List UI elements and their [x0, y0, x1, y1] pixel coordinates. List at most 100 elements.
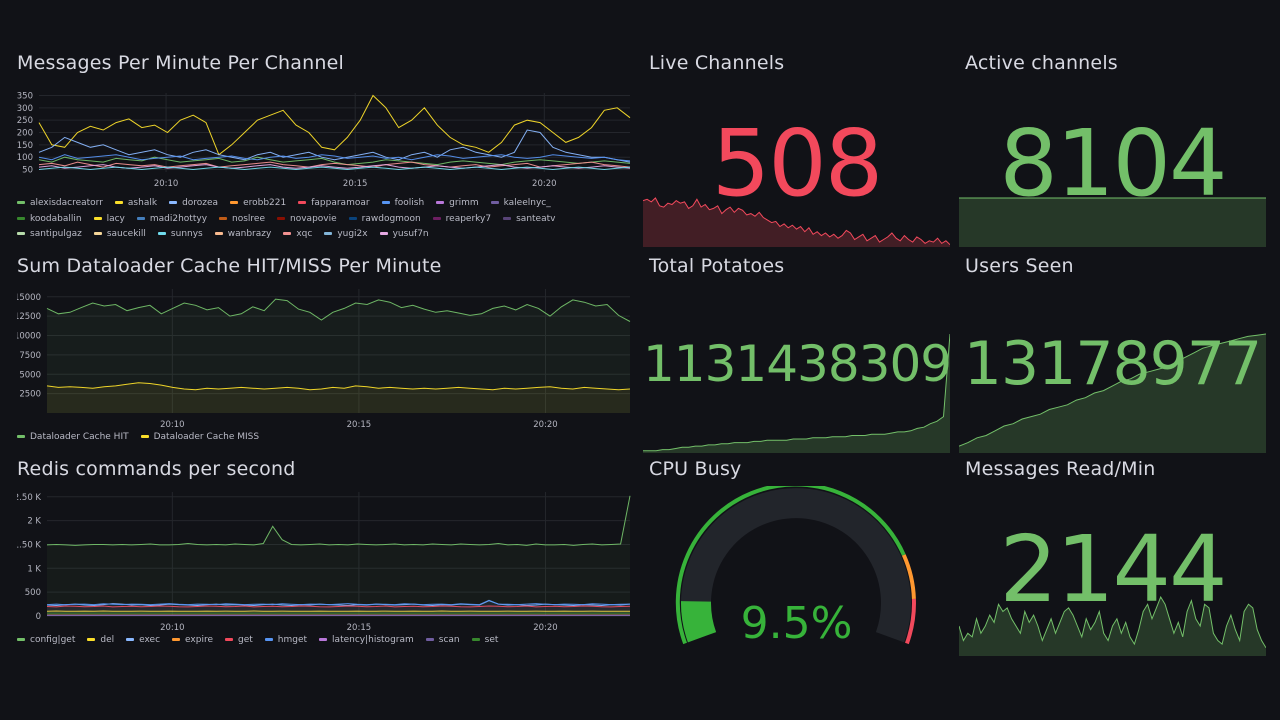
legend-item[interactable]: yugi2x — [324, 227, 368, 243]
cache-panel-title: Sum Dataloader Cache HIT/MISS Per Minute — [17, 255, 442, 277]
legend-item[interactable]: alexisdacreatorr — [17, 196, 103, 212]
legend-swatch — [436, 201, 445, 204]
gauge-threshold-green — [675, 486, 906, 645]
live-channels-panel[interactable]: Live Channels 508 — [643, 52, 950, 250]
legend-item[interactable]: grimm — [436, 196, 479, 212]
legend-swatch — [136, 216, 145, 220]
legend-label: lacy — [106, 213, 125, 224]
series-line-dorozea — [38, 129, 631, 163]
legend-item[interactable]: rawdogmoon — [348, 212, 421, 228]
legend-swatch — [93, 232, 102, 235]
legend-item[interactable]: kaleelnyc_ — [490, 196, 551, 212]
cpu-busy-panel[interactable]: CPU Busy 9.5% — [643, 458, 950, 656]
redis-panel-title: Redis commands per second — [17, 458, 296, 480]
total-potatoes-value: 1131438309 — [643, 335, 952, 393]
legend-item[interactable]: fapparamoar — [298, 196, 370, 212]
legend-item[interactable]: yusuf7n — [379, 227, 429, 243]
legend-item[interactable]: exec — [126, 633, 160, 649]
legend-swatch — [93, 216, 102, 220]
legend-label: erobb221 — [243, 198, 287, 208]
y-tick-label: 15000 — [17, 293, 41, 303]
legend-item[interactable]: set — [471, 633, 499, 649]
cpu-busy-value: 9.5% — [740, 598, 853, 649]
live-channels-title: Live Channels — [649, 52, 785, 74]
legend-swatch — [379, 232, 388, 235]
legend-label: grimm — [449, 198, 479, 208]
legend-item[interactable]: sunnys — [157, 227, 203, 243]
gauge-value-arc — [681, 601, 717, 643]
users-seen-value: 13178977 — [963, 329, 1262, 399]
legend-item[interactable]: erobb221 — [230, 196, 286, 212]
users-seen-panel[interactable]: Users Seen 13178977 — [959, 255, 1266, 453]
legend-label: rawdogmoon — [361, 213, 421, 224]
sparkline-area — [959, 334, 1266, 453]
sparkline-line — [643, 333, 950, 452]
series-line-get — [46, 605, 631, 608]
messages-read-value: 2144 — [999, 516, 1227, 623]
cache-chart[interactable]: 2500 5000 7500 10000 12500 15000 20:10 20:15 20:… — [17, 285, 632, 435]
active-channels-sparkline — [959, 197, 1266, 247]
legend-item[interactable]: dorozea — [169, 196, 218, 212]
legend-swatch — [264, 638, 273, 641]
legend-item[interactable]: del — [87, 633, 114, 649]
legend-item[interactable]: get — [225, 633, 253, 649]
legend-item[interactable]: lacy — [93, 212, 125, 228]
sparkline-area — [643, 334, 950, 453]
legend-label: reaperky7 — [445, 213, 492, 224]
legend-item[interactable]: saucekill — [93, 227, 146, 243]
legend-label: yugi2x — [337, 229, 368, 239]
redis-chart[interactable]: 0 500 1 K 1.50 K 2 K 2.50 K 20:10 20:15 20:20 — [17, 488, 632, 638]
legend-swatch — [319, 638, 328, 641]
legend-item[interactable]: Dataloader Cache MISS — [140, 430, 259, 446]
legend-label: koodaballin — [30, 213, 82, 224]
legend-swatch — [219, 216, 228, 220]
gauge-threshold-orange — [901, 554, 916, 599]
legend-item[interactable]: santipulgaz — [17, 227, 82, 243]
legend-item[interactable]: foolish — [381, 196, 424, 212]
legend-label: sunnys — [170, 229, 203, 239]
legend-item[interactable]: scan — [425, 633, 460, 649]
legend-swatch — [157, 232, 166, 235]
sparkline-line — [959, 333, 1266, 447]
legend-item[interactable]: novapovie — [277, 212, 337, 228]
legend-item[interactable]: config|get — [17, 633, 75, 649]
series-area-exec — [47, 600, 630, 616]
legend-label: expire — [185, 635, 214, 645]
legend-item[interactable]: latency|histogram — [319, 633, 414, 649]
total-potatoes-panel[interactable]: Total Potatoes 1131438309 — [643, 255, 952, 453]
legend-swatch — [17, 435, 25, 438]
legend-label: config|get — [30, 635, 76, 645]
legend-item[interactable]: noslree — [219, 212, 265, 228]
legend-label: set — [484, 635, 499, 645]
legend-item[interactable]: xqc — [283, 227, 312, 243]
total-potatoes-sparkline — [643, 333, 950, 453]
legend-item[interactable]: expire — [172, 633, 213, 649]
messages-chart[interactable]: 50 100 150 200 250 300 350 20:10 20:15 20:20 — [17, 89, 632, 194]
legend-swatch — [425, 638, 434, 641]
legend-item[interactable]: koodaballin — [17, 212, 82, 228]
legend-label: madi2hottyy — [149, 213, 208, 224]
x-tick-label: 20:20 — [533, 420, 558, 430]
sparkline-line — [959, 596, 1266, 649]
legend-swatch — [17, 216, 25, 220]
legend-swatch — [126, 638, 135, 641]
legend-item[interactable]: Dataloader Cache HIT — [17, 430, 129, 446]
legend-item[interactable]: wanbrazy — [214, 227, 271, 243]
live-channels-sparkline — [643, 197, 950, 247]
cpu-busy-gauge — [675, 486, 916, 645]
y-tick-label: 5000 — [19, 370, 41, 380]
legend-item[interactable]: ashalk — [114, 196, 157, 212]
legend-item[interactable]: santeatv — [503, 212, 555, 228]
legend-item[interactable]: hmget — [264, 633, 307, 649]
legend-item[interactable]: reaperky7 — [432, 212, 492, 228]
y-tick-label: 350 — [17, 91, 33, 101]
legend-item[interactable]: madi2hottyy — [136, 212, 208, 228]
y-tick-label: 2500 — [19, 390, 41, 400]
y-tick-label: 7500 — [19, 351, 41, 361]
legend-swatch — [17, 201, 25, 204]
x-tick-label: 20:15 — [347, 420, 372, 430]
active-channels-panel[interactable]: Active channels 8104 — [959, 52, 1266, 250]
messages-read-panel[interactable]: Messages Read/Min 2144 — [959, 458, 1266, 656]
messages-read-title: Messages Read/Min — [965, 458, 1156, 480]
cache-legend: Dataloader Cache HIT Dataloader Cache MIS… — [17, 430, 632, 446]
